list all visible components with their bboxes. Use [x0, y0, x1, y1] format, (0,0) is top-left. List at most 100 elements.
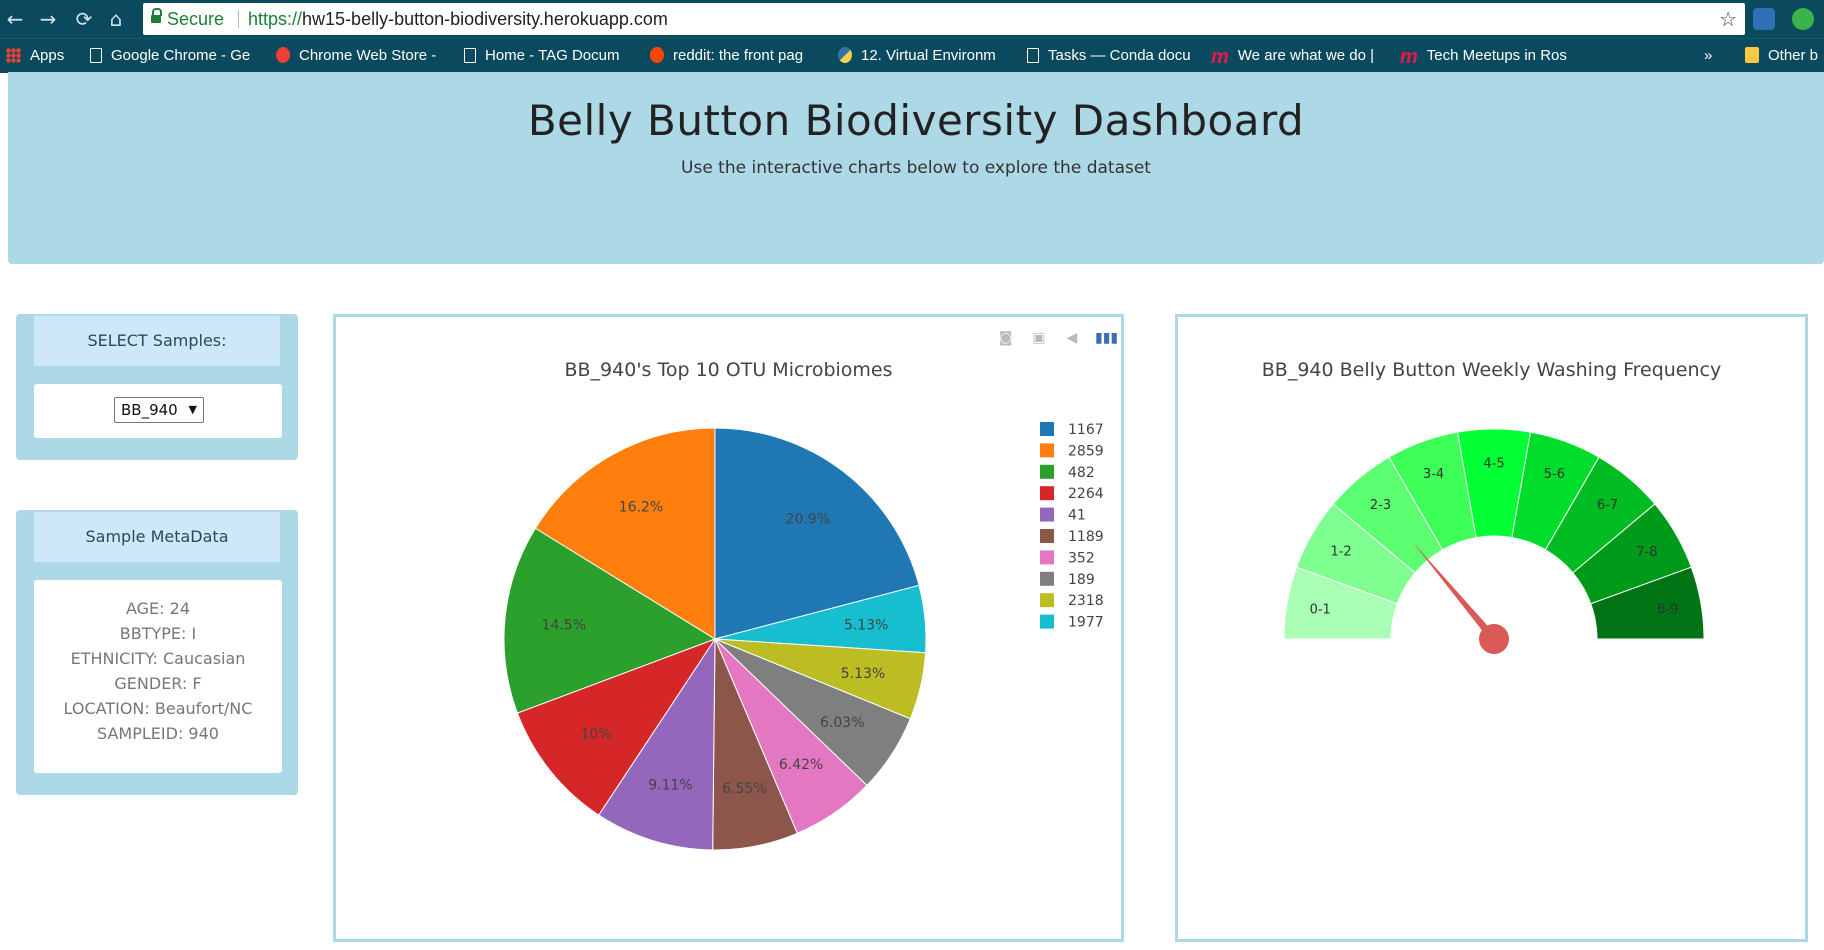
pie-slice-label: 6.03%: [820, 715, 864, 731]
legend-label[interactable]: 2318: [1068, 593, 1104, 609]
gauge-needle-hub: [1479, 624, 1509, 654]
bookmark-meetup-1[interactable]: m We are what we do |: [1211, 39, 1391, 73]
pie-slice-label: 20.9%: [786, 512, 830, 528]
legend-swatch[interactable]: [1040, 571, 1054, 586]
bookmark-reddit[interactable]: reddit: the front pag: [650, 39, 822, 73]
url-host: hw15-belly-button-biodiversity.herokuapp…: [302, 9, 668, 29]
pie-chart[interactable]: 20.9% 5.13% 5.13% 6.03% 6.42% 6.55% 9.11% 10% 14…: [336, 317, 1121, 939]
header-jumbotron: Belly Button Biodiversity Dashboard Use …: [8, 72, 1824, 264]
bookmarks-bar: Apps Google Chrome - Ge Chrome Web Store…: [0, 38, 1824, 73]
reload-icon[interactable]: ⟳: [75, 7, 93, 31]
meetup-icon: m: [1400, 46, 1418, 68]
bookmark-virtual-env[interactable]: 12. Virtual Environm: [838, 39, 1010, 73]
plotly-logo-icon[interactable]: ▮▮▮: [1095, 330, 1119, 346]
pie-slice-482[interactable]: [503, 527, 717, 714]
legend-label[interactable]: 352: [1068, 550, 1095, 566]
legend-label[interactable]: 1977: [1068, 615, 1104, 631]
bookmark-meetup-2[interactable]: m Tech Meetups in Ros: [1400, 39, 1580, 73]
extension-icon[interactable]: [1753, 8, 1775, 30]
url-text[interactable]: https://hw15-belly-button-biodiversity.h…: [248, 3, 668, 35]
gauge-section-label: 5-6: [1544, 467, 1565, 482]
legend-swatch[interactable]: [1040, 443, 1054, 458]
tag-icon[interactable]: ◀: [1066, 330, 1078, 346]
pie-slice-label: 6.55%: [722, 781, 766, 797]
back-icon[interactable]: ←: [6, 7, 24, 31]
sample-select-dropdown[interactable]: BB_940 ▼: [114, 397, 204, 423]
legend-swatch[interactable]: [1040, 614, 1054, 629]
sample-metadata-panel: Sample MetaData AGE: 24 BBTYPE: I ETHNIC…: [16, 510, 298, 795]
pie-slice-label: 10%: [581, 727, 612, 743]
metadata-sampleid: SAMPLEID: 940: [97, 724, 219, 743]
gauge-section-label: 6-7: [1597, 498, 1618, 513]
pie-slice-label: 5.13%: [844, 617, 888, 633]
pie-slice-2859[interactable]: [534, 427, 716, 640]
sample-select-value: BB_940: [121, 401, 178, 419]
address-divider: [238, 10, 239, 28]
bookmarks-overflow-button[interactable]: »: [1704, 47, 1713, 64]
bookmark-other[interactable]: Other b: [1745, 39, 1818, 73]
legend-label[interactable]: 2264: [1068, 486, 1104, 502]
gauge-section-label: 2-3: [1370, 498, 1391, 513]
caret-down-icon: ▼: [188, 403, 197, 416]
legend-swatch[interactable]: [1040, 486, 1054, 501]
camera-icon[interactable]: ◙: [998, 330, 1013, 346]
sample-metadata-body: AGE: 24 BBTYPE: I ETHNICITY: Caucasian G…: [34, 580, 282, 773]
pie-slice-label: 14.5%: [542, 617, 586, 633]
gauge-section-label: 7-8: [1636, 545, 1657, 560]
legend-swatch[interactable]: [1040, 422, 1054, 436]
legend-label[interactable]: 1189: [1068, 529, 1104, 545]
bookmark-chrome-web-store[interactable]: Chrome Web Store -: [276, 39, 446, 73]
gauge-section-label: 8-9: [1657, 602, 1678, 617]
gauge-section-8-9[interactable]: [1590, 566, 1705, 640]
meetup-icon: m: [1211, 46, 1229, 68]
legend-label[interactable]: 2859: [1068, 443, 1104, 459]
extension-s-icon[interactable]: [1792, 8, 1814, 30]
pie-slice-41[interactable]: [598, 637, 716, 851]
metadata-age: AGE: 24: [125, 599, 190, 618]
pie-slice-label: 9.11%: [648, 777, 692, 793]
python-icon: [838, 47, 852, 63]
metadata-gender: GENDER: F: [114, 674, 202, 693]
bookmark-tag-docs[interactable]: Home - TAG Docum: [464, 39, 634, 73]
bookmark-star-icon[interactable]: ☆: [1719, 7, 1737, 31]
chart-modebar: ◙ ▣ ◀ ▮▮▮: [988, 327, 1119, 347]
gauge-needle: [1411, 540, 1498, 642]
bookmark-conda-tasks[interactable]: Tasks — Conda docu: [1027, 39, 1199, 73]
select-samples-heading: SELECT Samples:: [34, 316, 280, 366]
legend-swatch[interactable]: [1040, 464, 1054, 479]
legend-label[interactable]: 189: [1068, 572, 1095, 588]
folder-icon: [1745, 47, 1759, 63]
legend-label[interactable]: 1167: [1068, 422, 1104, 438]
pie-slice-label: 5.13%: [841, 666, 885, 682]
pie-slice-1167[interactable]: [714, 427, 920, 640]
metadata-list: AGE: 24 BBTYPE: I ETHNICITY: Caucasian G…: [34, 596, 282, 746]
gauge-section-label: 4-5: [1483, 457, 1504, 472]
gauge-section-label: 0-1: [1310, 602, 1331, 617]
address-bar[interactable]: Secure https://hw15-belly-button-biodive…: [143, 3, 1745, 35]
bookmark-apps[interactable]: Apps: [6, 39, 64, 73]
sample-metadata-heading: Sample MetaData: [34, 512, 280, 562]
url-scheme: https://: [248, 9, 303, 29]
gauge-section-label: 3-4: [1423, 467, 1444, 482]
select-samples-body: BB_940 ▼: [34, 384, 282, 438]
legend-swatch[interactable]: [1040, 550, 1054, 565]
secure-label: Secure: [167, 9, 225, 29]
legend-swatch[interactable]: [1040, 507, 1054, 522]
gauge-chart[interactable]: 0-1 1-2 2-3 3-4 4-5 5-6 6-7 7-8 8-9: [1178, 317, 1805, 939]
pie-slice-label: 6.42%: [779, 757, 823, 773]
browser-toolbar: ← → ⟳ ⌂ Secure https://hw15-belly-button…: [0, 0, 1824, 38]
page-icon: [1027, 48, 1039, 63]
legend-swatch[interactable]: [1040, 529, 1054, 543]
home-icon[interactable]: ⌂: [109, 7, 123, 31]
bookmark-google-chrome[interactable]: Google Chrome - Ge: [90, 39, 260, 73]
forward-icon[interactable]: →: [39, 7, 57, 31]
page-icon: [90, 48, 102, 63]
save-icon[interactable]: ▣: [1032, 330, 1046, 346]
legend-label[interactable]: 41: [1068, 508, 1086, 524]
reddit-icon: [650, 47, 664, 63]
legend-label[interactable]: 482: [1068, 465, 1095, 481]
page-subtitle: Use the interactive charts below to expl…: [681, 158, 1151, 178]
pie-slice-2264[interactable]: [516, 637, 717, 816]
gauge-chart-card: BB_940 Belly Button Weekly Washing Frequ…: [1175, 314, 1808, 942]
legend-swatch[interactable]: [1040, 593, 1054, 608]
